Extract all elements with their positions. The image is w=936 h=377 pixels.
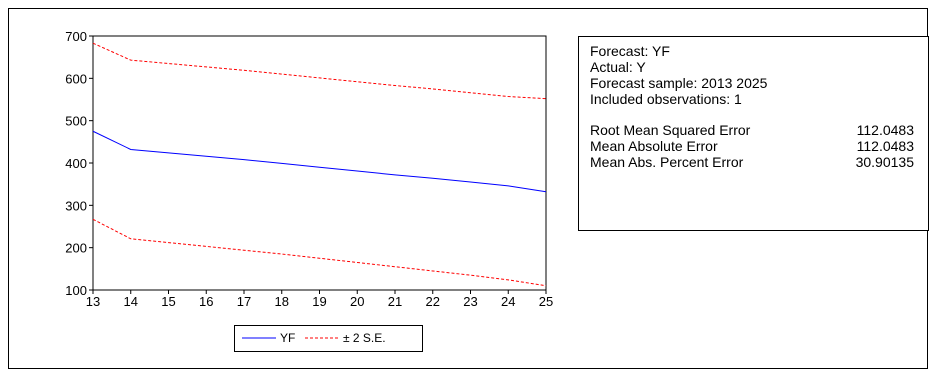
mape-label: Mean Abs. Percent Error xyxy=(590,154,744,170)
y-tick-label: 200 xyxy=(65,241,87,256)
chart-frame: 100 200 300 400 500 600 700 13 14 15 16 17 18 19 20 21 2… xyxy=(8,8,929,369)
y-tick-label: 500 xyxy=(65,114,87,129)
x-tick-label: 15 xyxy=(161,294,175,309)
y-tick-label: 700 xyxy=(65,29,87,44)
forecast-stats-box: Forecast: YF Actual: Y Forecast sample: … xyxy=(578,36,929,231)
mae-value: 112.0483 xyxy=(856,138,914,154)
x-tick-label: 13 xyxy=(86,294,100,309)
forecast-chart: 100 200 300 400 500 600 700 13 14 15 16 17 18 19 20 21 2… xyxy=(65,29,553,309)
x-tick-label: 14 xyxy=(124,294,138,309)
x-tick-label: 24 xyxy=(501,294,515,309)
y-tick-label: 400 xyxy=(65,156,87,171)
included-observations: Included observations: 1 xyxy=(590,91,742,107)
rmse-value: 112.0483 xyxy=(856,122,914,138)
plot-area-border xyxy=(92,35,547,291)
rmse-label: Root Mean Squared Error xyxy=(590,122,751,138)
legend-label-se: ± 2 S.E. xyxy=(343,331,386,345)
y-tick-label: 300 xyxy=(65,198,87,213)
upper-band-line xyxy=(92,42,547,100)
y-tick-label: 600 xyxy=(65,71,87,86)
x-tick-label: 17 xyxy=(237,294,251,309)
lower-band-line xyxy=(92,218,547,287)
x-tick-label: 23 xyxy=(463,294,477,309)
actual-name: Actual: Y xyxy=(590,59,646,75)
mape-value: 30.90135 xyxy=(855,154,914,170)
forecast-line-yf xyxy=(92,130,547,193)
x-tick-label: 22 xyxy=(426,294,440,309)
x-tick-label: 25 xyxy=(539,294,553,309)
x-tick-label: 19 xyxy=(312,294,326,309)
x-tick-label: 20 xyxy=(350,294,364,309)
mae-label: Mean Absolute Error xyxy=(590,138,718,154)
legend-swatches xyxy=(242,337,339,339)
x-tick-label: 16 xyxy=(199,294,213,309)
chart-legend: YF ± 2 S.E. xyxy=(234,325,423,352)
forecast-sample: Forecast sample: 2013 2025 xyxy=(590,75,768,91)
y-tick-label: 100 xyxy=(65,283,87,298)
legend-label-yf: YF xyxy=(280,331,296,345)
x-tick-label: 18 xyxy=(275,294,289,309)
forecast-name: Forecast: YF xyxy=(590,43,670,59)
x-tick-label: 21 xyxy=(388,294,402,309)
